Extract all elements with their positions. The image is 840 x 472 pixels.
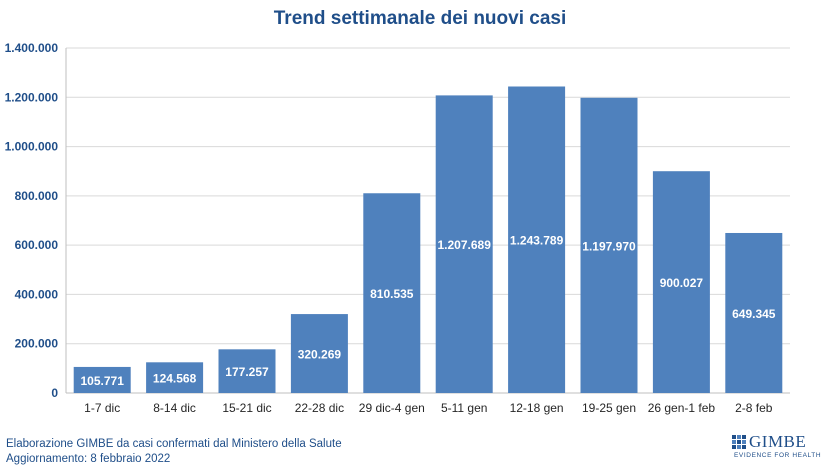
- y-tick-label: 0: [51, 386, 58, 400]
- logo-tagline: EVIDENCE FOR HEALTH: [734, 452, 822, 459]
- y-tick-label: 1.400.000: [5, 41, 59, 55]
- bar: [508, 86, 566, 394]
- logo-name: GIMBE: [749, 432, 807, 451]
- source-note: Elaborazione GIMBE da casi confermati da…: [6, 438, 342, 450]
- y-tick-label: 1.200.000: [5, 90, 59, 104]
- x-tick-label: 26 gen-1 feb: [648, 401, 716, 415]
- y-tick-label: 200.000: [15, 337, 59, 351]
- data-label: 124.568: [153, 372, 197, 386]
- bar: [73, 366, 131, 393]
- data-label: 649.345: [732, 307, 776, 321]
- bar: [435, 95, 493, 393]
- x-tick-label: 22-28 dic: [295, 401, 344, 415]
- x-tick-label: 12-18 gen: [510, 401, 564, 415]
- y-tick-label: 800.000: [15, 189, 59, 203]
- data-label: 1.197.970: [582, 239, 636, 253]
- x-tick-label: 29 dic-4 gen: [359, 401, 425, 415]
- data-label: 320.269: [298, 348, 342, 362]
- gimbe-logo: GIMBE EVIDENCE FOR HEALTH: [732, 432, 832, 464]
- data-label: 177.257: [225, 365, 269, 379]
- x-tick-label: 19-25 gen: [582, 401, 636, 415]
- x-tick-label: 15-21 dic: [222, 401, 271, 415]
- data-label: 900.027: [660, 276, 704, 290]
- update-date: Aggiornamento: 8 febbraio 2022: [6, 453, 171, 465]
- grid-logo-icon: [732, 435, 746, 449]
- bar: [146, 362, 204, 393]
- bar: [725, 232, 783, 393]
- bar: [652, 171, 710, 393]
- x-tick-label: 5-11 gen: [441, 401, 487, 415]
- data-label: 810.535: [370, 287, 414, 301]
- bar: [218, 349, 276, 393]
- bar: [363, 193, 421, 393]
- data-label: 105.771: [81, 374, 125, 388]
- data-label: 1.207.689: [438, 238, 492, 252]
- data-label: 1.243.789: [510, 234, 564, 248]
- y-tick-label: 600.000: [15, 238, 59, 252]
- y-tick-label: 1.000.000: [5, 140, 59, 154]
- y-tick-label: 400.000: [15, 287, 59, 301]
- bar: [290, 314, 348, 393]
- x-tick-label: 8-14 dic: [153, 401, 196, 415]
- x-tick-label: 2-8 feb: [735, 401, 773, 415]
- bar: [580, 97, 638, 394]
- chart-title: Trend settimanale dei nuovi casi: [273, 8, 567, 29]
- bar-chart: 0 200.000 400.000 600.000 800.000 1.000.000 1.…: [5, 41, 790, 415]
- x-tick-label: 1-7 dic: [84, 401, 120, 415]
